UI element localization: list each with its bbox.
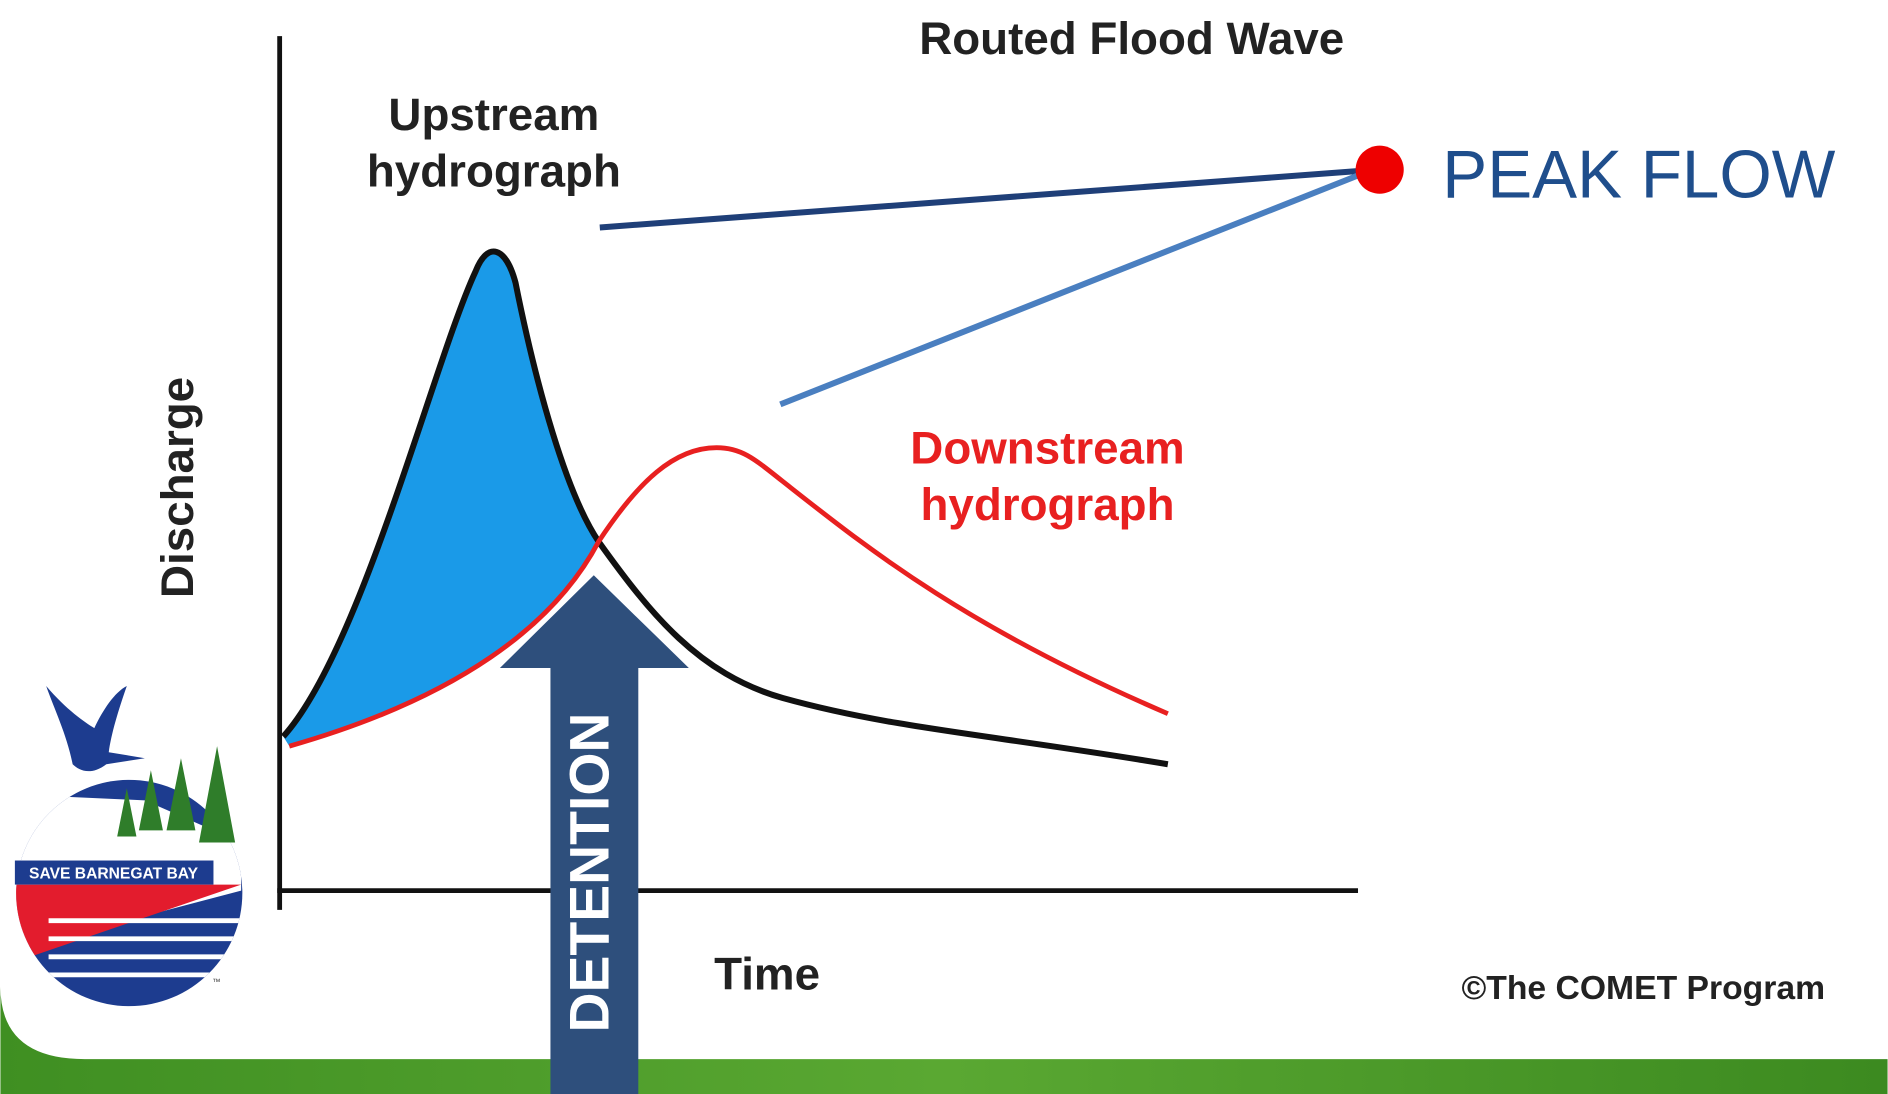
- y-axis-label: Discharge: [152, 377, 203, 598]
- credit: ©The COMET Program: [1461, 970, 1825, 1007]
- downstream-label: hydrograph: [921, 479, 1175, 530]
- logo-mark: ™: [212, 976, 220, 986]
- downstream-label: Downstream: [910, 422, 1184, 473]
- callout-text: PEAK FLOW: [1442, 137, 1836, 212]
- arrow-label: DETENTION: [558, 713, 620, 1033]
- slide: Routed Flood Wave Upstream hydrograph Do…: [0, 0, 1888, 1094]
- logo-text: SAVE BARNEGAT BAY: [29, 866, 199, 883]
- callout-dot: [1356, 146, 1404, 194]
- upstream-label: hydrograph: [367, 146, 621, 197]
- x-axis-label: Time: [714, 948, 820, 999]
- upstream-label: Upstream: [388, 89, 599, 140]
- title: Routed Flood Wave: [919, 13, 1344, 64]
